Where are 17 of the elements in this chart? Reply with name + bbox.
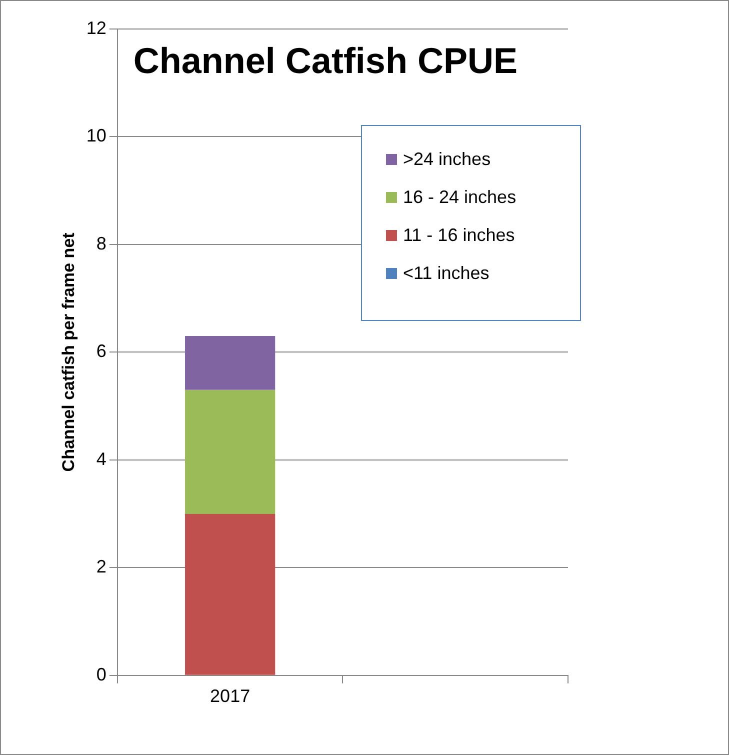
legend-label: <11 inches [403, 262, 490, 284]
y-axis-title: Channel catfish per frame net [58, 232, 78, 472]
chart-title: Channel Catfish CPUE [133, 40, 518, 81]
y-tick-label: 2 [96, 556, 106, 577]
y-tick-label: 0 [96, 664, 106, 684]
y-tick-label: 8 [96, 233, 106, 254]
legend-label: 11 - 16 inches [403, 224, 515, 246]
y-tick-label: 4 [96, 448, 106, 469]
y-tick-label: 12 [86, 18, 106, 38]
legend-label: 16 - 24 inches [403, 186, 516, 208]
y-tick-label: 6 [96, 341, 106, 362]
bar [185, 390, 276, 514]
bar [185, 514, 276, 675]
x-tick-label: 2017 [210, 686, 250, 706]
legend-label: >24 inches [403, 148, 491, 170]
y-tick-label: 10 [86, 126, 106, 146]
bar [185, 336, 276, 390]
